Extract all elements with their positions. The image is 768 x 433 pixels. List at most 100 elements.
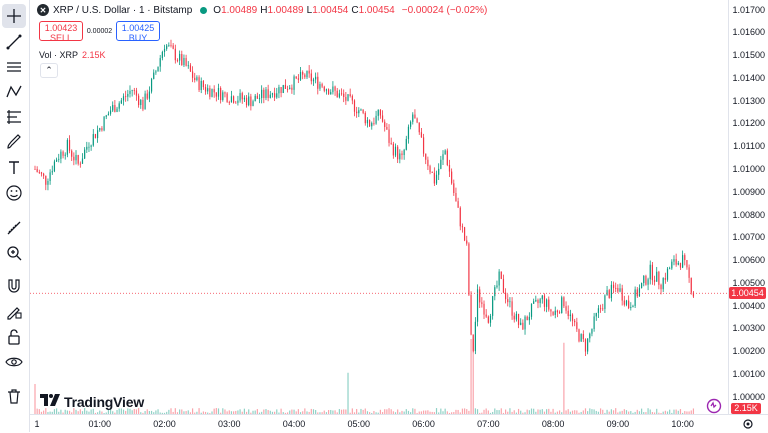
- text-icon[interactable]: [2, 156, 26, 180]
- volume-bar: [474, 408, 476, 414]
- candle-body: [567, 310, 569, 317]
- ohlc-value: 1.00454: [312, 4, 349, 16]
- candle-body: [515, 313, 517, 320]
- volume-bar: [213, 408, 215, 414]
- candle-body: [563, 297, 565, 307]
- volume-bar: [86, 410, 88, 414]
- volume-bar: [554, 412, 556, 414]
- candle-body: [68, 140, 71, 151]
- lock-icon[interactable]: [2, 325, 26, 349]
- volume-bar: [295, 411, 297, 414]
- candle-body: [632, 305, 634, 308]
- volume-bar: [608, 411, 610, 414]
- magnet-icon[interactable]: [2, 274, 26, 298]
- price-scale[interactable]: 1.01700 1.01600 1.01500 1.01400 1.01300 1.012…: [728, 0, 768, 414]
- volume-bar: [274, 411, 276, 414]
- volume-bar: [433, 412, 435, 414]
- horizontal-lines-icon[interactable]: [2, 55, 26, 79]
- gear-icon[interactable]: [742, 418, 754, 430]
- candle-body: [284, 84, 287, 89]
- lock-drawing-icon[interactable]: [2, 299, 26, 323]
- volume-bar: [235, 410, 237, 414]
- volume-bar: [414, 408, 416, 414]
- tradingview-logo[interactable]: TradingView: [40, 393, 144, 410]
- buy-price: 1.00425: [121, 23, 155, 33]
- volume-bar: [526, 409, 528, 414]
- collapse-legend-button[interactable]: ⌃: [40, 63, 58, 78]
- candle-body: [552, 311, 554, 315]
- volume-bar: [49, 411, 51, 414]
- candle-body: [658, 271, 660, 285]
- candle-body: [641, 283, 643, 289]
- pattern-icon[interactable]: [2, 80, 26, 104]
- volume-bar: [498, 410, 500, 414]
- candle-body: [131, 90, 133, 92]
- symbol-title[interactable]: XRP / U.S. Dollar · 1 · Bitstamp: [53, 4, 193, 16]
- price-tick: 1.00300: [732, 323, 765, 334]
- market-status-icon: [200, 6, 208, 14]
- volume-bar: [511, 411, 513, 414]
- volume-bar: [207, 412, 209, 414]
- candle-body: [71, 150, 73, 157]
- time-tick: 09:00: [606, 419, 630, 429]
- ai-assistant-icon[interactable]: [706, 398, 722, 414]
- candle-body: [53, 161, 56, 172]
- candle-body: [58, 158, 60, 160]
- symbol-legend: ✕ XRP / U.S. Dollar · 1 · Bitstamp O1.00…: [37, 4, 490, 16]
- candle-body: [170, 45, 172, 47]
- volume-bar: [502, 412, 505, 414]
- sell-button[interactable]: 1.00423 SELL: [39, 21, 83, 43]
- volume-bar: [267, 410, 269, 414]
- trend-line-icon[interactable]: [2, 30, 26, 54]
- candle-body: [304, 74, 306, 78]
- crosshair-icon[interactable]: [2, 4, 26, 28]
- volume-bar: [38, 409, 40, 414]
- candle-body: [466, 240, 468, 244]
- volume-bar: [442, 411, 444, 414]
- price-tick: 1.00200: [732, 346, 765, 357]
- candle-body: [625, 300, 628, 305]
- candle-body: [343, 93, 345, 97]
- price-tick: 1.00100: [732, 368, 765, 379]
- volume-bar: [306, 411, 308, 414]
- buy-button[interactable]: 1.00425 BUY: [116, 21, 160, 43]
- candle-body: [584, 339, 587, 352]
- volume-bar: [416, 412, 418, 414]
- candle-body: [410, 121, 412, 127]
- volume-bar: [312, 409, 315, 414]
- volume-bar: [427, 410, 429, 414]
- candle-body: [431, 172, 433, 173]
- candle-body: [135, 90, 138, 96]
- volume-bar: [92, 408, 94, 414]
- zoom-in-icon[interactable]: [2, 241, 26, 265]
- price-chart[interactable]: [30, 0, 728, 414]
- volume-bar: [463, 408, 466, 414]
- volume-bar: [487, 410, 489, 414]
- volume-bar: [561, 412, 563, 414]
- trash-icon[interactable]: [2, 384, 26, 408]
- candle-body: [528, 316, 530, 321]
- volume-bar: [101, 411, 103, 414]
- volume-bar: [448, 412, 451, 414]
- volume-bar: [388, 408, 390, 414]
- volume-bar: [623, 409, 625, 414]
- candle-body: [666, 268, 669, 280]
- candle-body: [209, 88, 211, 97]
- volume-bar: [582, 410, 584, 414]
- time-scale[interactable]: 1 01:00 02:00 03:00 04:00 05:00 06:00 07:00 08:0…: [30, 414, 768, 433]
- volume-bar: [114, 412, 116, 414]
- volume-bar: [632, 412, 634, 414]
- candle-body: [565, 306, 567, 311]
- candle-body: [235, 102, 237, 104]
- brush-icon[interactable]: [2, 130, 26, 154]
- volume-bar: [75, 409, 77, 414]
- volume-bar: [60, 409, 62, 414]
- emoji-icon[interactable]: [2, 181, 26, 205]
- candle-body: [103, 116, 105, 131]
- volume-bar: [166, 411, 168, 414]
- fib-icon[interactable]: [2, 105, 26, 129]
- candle-body: [196, 77, 198, 81]
- eye-icon[interactable]: [2, 350, 26, 374]
- ruler-icon[interactable]: [2, 216, 26, 240]
- chart-pane[interactable]: [30, 0, 728, 414]
